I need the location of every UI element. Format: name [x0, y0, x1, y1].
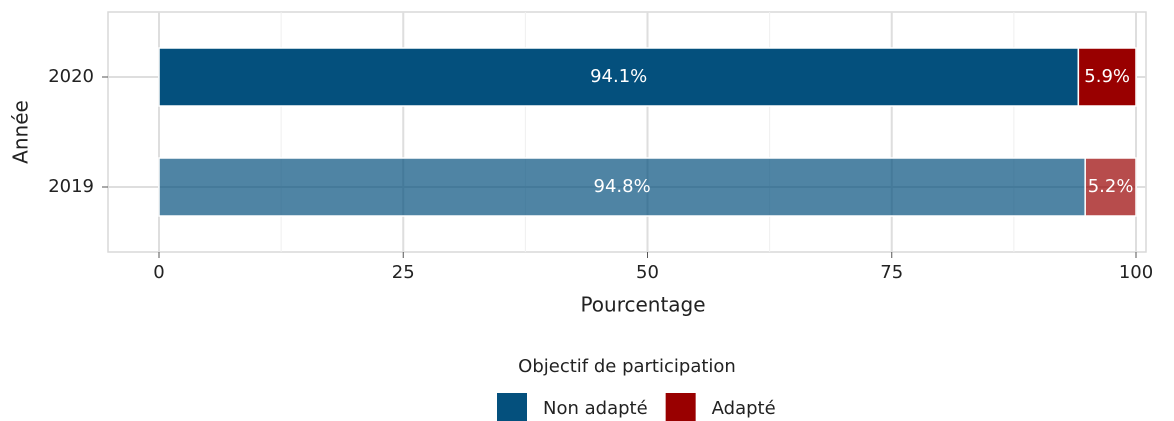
x-tick-label: 75 [880, 262, 903, 283]
legend-swatch [665, 393, 696, 421]
panel-border [107, 11, 1147, 253]
x-tick-label: 25 [392, 262, 415, 283]
legend-label: Adapté [712, 398, 776, 419]
x-tick-label: 50 [636, 262, 659, 283]
y-tick-label: 2020 [48, 66, 94, 87]
y-tick-label: 2019 [48, 176, 94, 197]
x-axis-title: Pourcentage [580, 293, 705, 317]
x-tick-label: 0 [153, 262, 164, 283]
x-tick-label: 100 [1119, 262, 1153, 283]
value-label: 94.8% [594, 176, 651, 197]
value-label: 5.9% [1084, 66, 1130, 87]
value-label: 5.2% [1088, 176, 1134, 197]
legend-label: Non adapté [543, 398, 648, 419]
bar-segment [1084, 157, 1137, 217]
legend-title: Objectif de participation [518, 356, 736, 377]
bar-segment [1077, 47, 1137, 107]
bar-segment [158, 157, 1086, 217]
value-label: 94.1% [590, 66, 647, 87]
legend-swatch [497, 393, 527, 421]
y-axis-title: Année [9, 100, 33, 164]
